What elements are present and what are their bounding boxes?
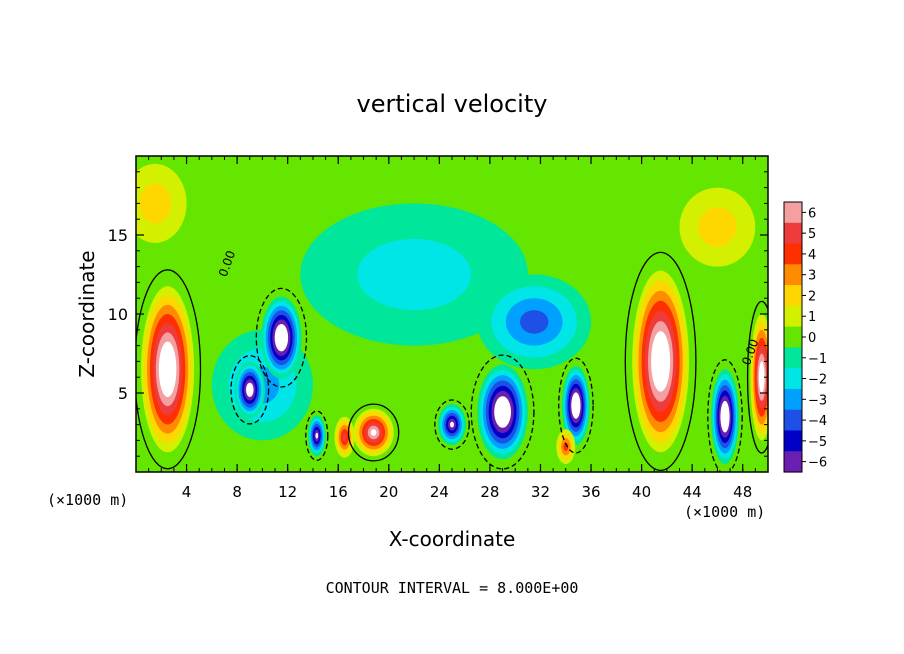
downdraft-cell bbox=[261, 296, 302, 379]
colorbar-label: −6 bbox=[808, 456, 827, 471]
colorbar-swatch bbox=[784, 222, 802, 245]
field-level bbox=[723, 411, 727, 423]
updraft-cell bbox=[632, 270, 689, 453]
field-level bbox=[342, 433, 347, 442]
downdraft-cell bbox=[308, 415, 326, 457]
x-tick-label: 36 bbox=[581, 483, 600, 501]
contour-line bbox=[624, 251, 697, 472]
contour-line bbox=[136, 269, 202, 470]
field-level bbox=[164, 360, 171, 379]
colorbar-swatch bbox=[784, 430, 802, 452]
colorbar-label: 0 bbox=[808, 331, 816, 346]
field-level bbox=[574, 401, 578, 410]
field-level bbox=[139, 183, 171, 224]
field-level bbox=[657, 351, 664, 372]
y-axis-ticks: 5 10 15 bbox=[108, 155, 768, 473]
updraft-cell bbox=[750, 314, 768, 441]
updraft-cell bbox=[556, 429, 576, 465]
x-tick-label: 32 bbox=[531, 483, 550, 501]
field-level bbox=[315, 432, 319, 439]
x-tick-label: 16 bbox=[329, 483, 348, 501]
velocity-field bbox=[136, 163, 768, 465]
contour-line bbox=[305, 410, 329, 461]
field-level bbox=[499, 406, 506, 418]
colorbar-label: 3 bbox=[808, 269, 816, 284]
contour-line bbox=[558, 357, 594, 454]
x-axis-label: X-coordinate bbox=[389, 527, 516, 551]
updraft-cell bbox=[334, 416, 355, 458]
downdraft-cell bbox=[711, 369, 739, 465]
x-tick-label: 48 bbox=[733, 483, 752, 501]
chart-title: vertical velocity bbox=[357, 90, 548, 118]
updraft-cell bbox=[141, 286, 195, 453]
plot-area: 0.000.00 bbox=[135, 155, 769, 473]
field-level bbox=[450, 421, 454, 428]
y-tick-label: 10 bbox=[108, 305, 128, 324]
field-level bbox=[563, 442, 569, 452]
x-tick-label: 40 bbox=[632, 483, 651, 501]
x-unit-right: (×1000 m) bbox=[684, 503, 765, 521]
updraft-cell bbox=[136, 163, 187, 243]
colorbar-label: −1 bbox=[808, 352, 827, 367]
x-tick-label: 12 bbox=[278, 483, 297, 501]
y-tick-label: 15 bbox=[108, 226, 128, 245]
colorbar-label: 2 bbox=[808, 289, 816, 304]
field-level bbox=[520, 310, 549, 334]
colorbar-swatch bbox=[784, 305, 802, 328]
colorbar-label: −3 bbox=[808, 393, 827, 408]
colorbar-swatch bbox=[784, 285, 802, 307]
field-level bbox=[357, 238, 471, 311]
contour-line bbox=[347, 403, 400, 462]
updraft-cell bbox=[353, 408, 394, 457]
colorbar: 6 5 4 3 2 1 0 −1 −2 −3 −4 −5 −6 bbox=[783, 201, 827, 473]
contour-line bbox=[707, 359, 743, 472]
x-tick-label: 28 bbox=[480, 483, 499, 501]
x-tick-label: 44 bbox=[683, 483, 702, 501]
colorbar-swatch bbox=[784, 326, 802, 348]
downdraft-cell bbox=[477, 364, 528, 460]
updraft-cell bbox=[679, 187, 756, 267]
field-level bbox=[279, 333, 284, 343]
downdraft-cell bbox=[477, 274, 592, 370]
contour-line bbox=[434, 399, 470, 450]
field-level bbox=[370, 429, 377, 436]
colorbar-swatch bbox=[784, 451, 802, 473]
contour-interval-note: CONTOUR INTERVAL = 8.000E+00 bbox=[326, 579, 579, 597]
colorbar-label: 6 bbox=[808, 206, 816, 221]
x-tick-label: 8 bbox=[232, 483, 242, 501]
colorbar-swatch bbox=[784, 368, 802, 390]
field-level bbox=[760, 369, 764, 386]
downdraft-cell bbox=[562, 366, 590, 446]
downdraft-cell bbox=[300, 203, 528, 346]
colorbar-swatch bbox=[784, 409, 802, 432]
colorbar-label: −2 bbox=[808, 373, 827, 388]
contour-line bbox=[746, 300, 768, 454]
y-axis-label: Z-coordinate bbox=[75, 250, 99, 377]
x-unit-left: (×1000 m) bbox=[47, 491, 128, 509]
x-tick-label: 20 bbox=[379, 483, 398, 501]
colorbar-label: −5 bbox=[808, 435, 827, 450]
colorbar-label: −4 bbox=[808, 414, 827, 429]
y-tick-label: 5 bbox=[118, 384, 128, 403]
downdraft-cell bbox=[234, 361, 265, 419]
x-axis-ticks: 4 8 12 16 20 24 28 32 36 40 44 48 bbox=[135, 156, 769, 501]
field-level bbox=[698, 207, 737, 247]
colorbar-swatch bbox=[784, 347, 802, 369]
colorbar-swatch bbox=[784, 243, 802, 265]
contour-line bbox=[230, 355, 270, 425]
x-tick-label: 24 bbox=[430, 483, 449, 501]
colorbar-label: 5 bbox=[808, 227, 816, 242]
field-level bbox=[247, 386, 252, 394]
contour-line bbox=[255, 287, 308, 388]
downdraft-cell bbox=[438, 404, 466, 446]
x-tick-label: 4 bbox=[182, 483, 192, 501]
colorbar-label: 4 bbox=[808, 248, 816, 263]
contour-line bbox=[470, 354, 535, 470]
colorbar-swatch bbox=[784, 202, 802, 224]
colorbar-label: 1 bbox=[808, 310, 816, 325]
colorbar-swatch bbox=[784, 388, 802, 411]
colorbar-swatch bbox=[784, 264, 802, 286]
